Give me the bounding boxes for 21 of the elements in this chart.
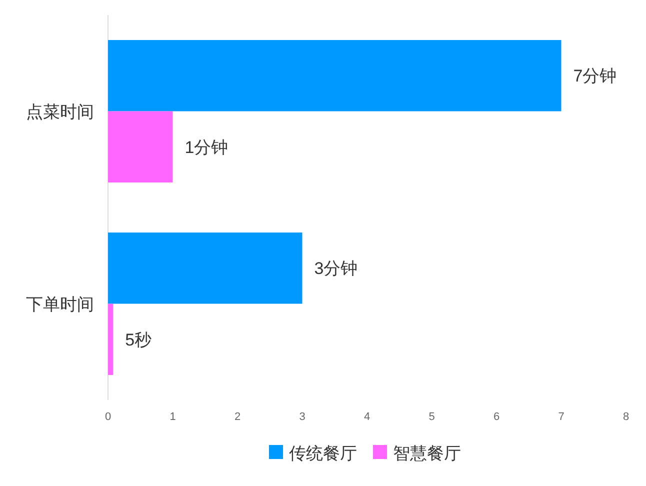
x-tick-label: 3 — [299, 411, 306, 423]
annotation: 7分钟 — [573, 66, 617, 86]
x-tick-label: 1 — [170, 411, 176, 423]
x-tick-label: 6 — [493, 411, 500, 423]
x-tick-label: 7 — [558, 411, 564, 423]
bar — [108, 304, 114, 375]
x-tick-label: 0 — [104, 411, 112, 423]
annotation: 3分钟 — [314, 259, 358, 278]
y-tick-label: 点菜时间 — [26, 102, 94, 122]
annotation: 1分钟 — [184, 138, 228, 157]
x-tick-label: 2 — [234, 411, 241, 423]
bar — [108, 40, 562, 112]
annotation: 5秒 — [125, 330, 152, 350]
bar — [108, 111, 173, 182]
legend-label: 传统餐厅 — [289, 444, 357, 463]
legend-label: 智慧餐厅 — [393, 444, 461, 463]
x-tick-label: 5 — [428, 411, 435, 423]
bar — [108, 232, 302, 304]
y-tick-label: 下单时间 — [26, 294, 94, 314]
x-tick-label: 8 — [622, 411, 630, 423]
x-tick-label: 4 — [364, 411, 370, 423]
